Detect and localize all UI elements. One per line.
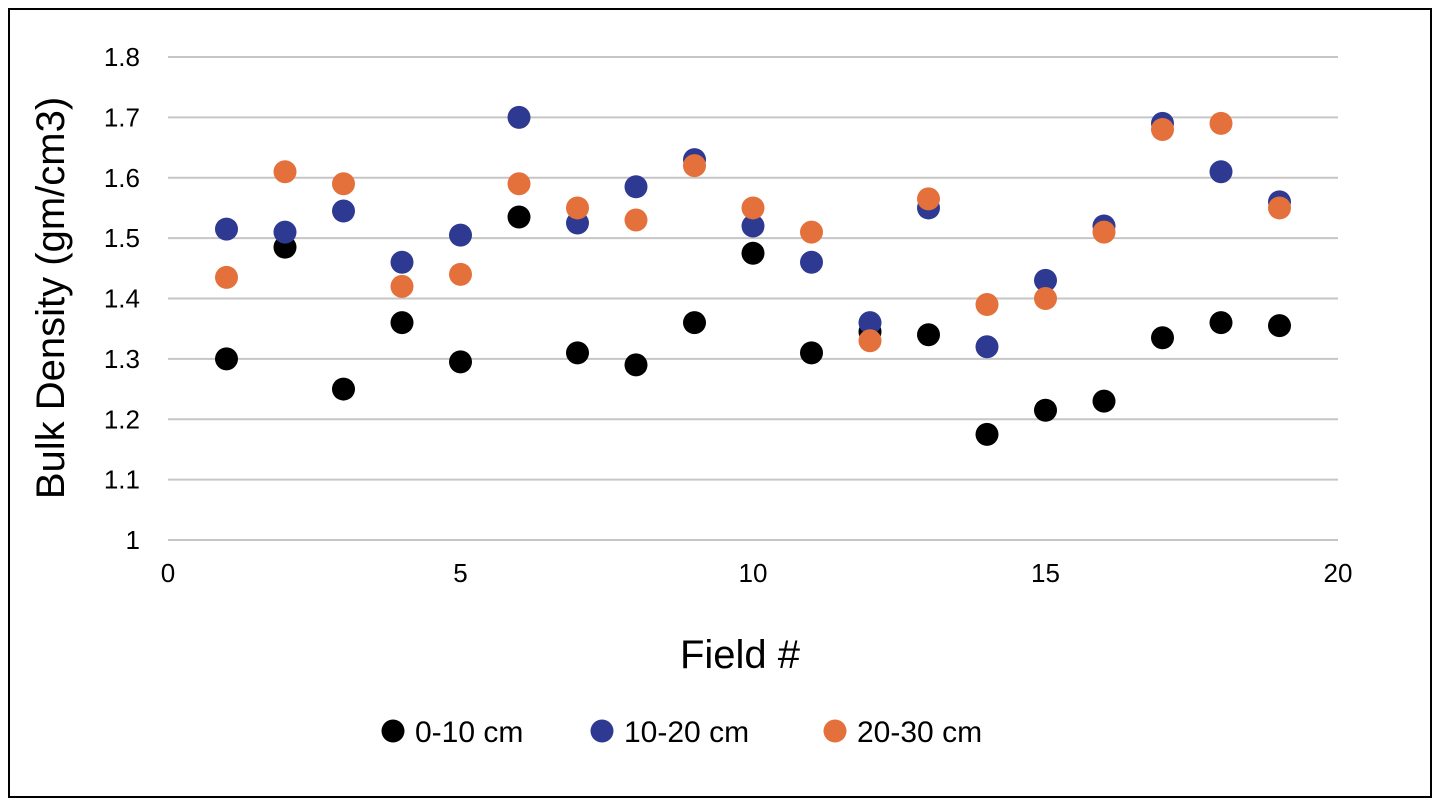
data-point-20-30cm — [1268, 196, 1291, 220]
y-axis-label: Bulk Density (gm/cm3) — [29, 97, 73, 499]
legend-label: 10-20 cm — [624, 716, 749, 749]
data-point-10-20cm — [1209, 160, 1233, 184]
data-point-0-10cm — [1034, 398, 1057, 422]
x-tick-label: 10 — [739, 558, 768, 588]
data-point-10-20cm — [741, 214, 765, 238]
data-point-20-30cm — [449, 262, 472, 286]
data-point-20-30cm — [390, 274, 414, 298]
data-point-10-20cm — [800, 250, 823, 274]
data-point-20-30cm — [566, 196, 589, 220]
data-point-0-10cm — [975, 422, 999, 446]
data-point-20-30cm — [858, 329, 882, 353]
legend-marker — [823, 719, 847, 743]
data-point-0-10cm — [1151, 326, 1174, 350]
data-point-20-30cm — [332, 172, 355, 196]
data-point-20-30cm — [741, 196, 765, 220]
legend-label: 20-30 cm — [857, 716, 982, 749]
data-point-0-10cm — [507, 205, 531, 229]
legend-item: 10-20 cm — [590, 716, 749, 749]
y-tick-label: 1.5 — [104, 223, 140, 253]
data-point-20-30cm — [624, 208, 648, 232]
data-point-20-30cm — [917, 187, 940, 211]
chart-frame — [8, 8, 1432, 798]
legend: 0-10 cm 10-20 cm 20-30 cm — [381, 716, 982, 749]
legend-item: 0-10 cm — [381, 716, 523, 749]
data-point-20-30cm — [1092, 220, 1116, 244]
y-tick-label: 1.3 — [104, 344, 140, 374]
legend-marker — [590, 719, 614, 743]
data-point-0-10cm — [1268, 314, 1291, 338]
data-point-0-10cm — [917, 323, 940, 347]
x-tick-label: 15 — [1031, 558, 1060, 588]
data-point-20-30cm — [507, 172, 531, 196]
data-point-20-30cm — [683, 154, 706, 178]
data-point-10-20cm — [507, 105, 531, 129]
data-point-10-20cm — [624, 175, 648, 199]
data-point-10-20cm — [273, 220, 297, 244]
y-tick-label: 1.4 — [104, 284, 140, 314]
x-tick-label: 0 — [161, 558, 175, 588]
data-point-0-10cm — [624, 353, 648, 377]
data-point-0-10cm — [1209, 311, 1233, 335]
data-point-10-20cm — [975, 335, 999, 359]
data-point-0-10cm — [683, 311, 706, 335]
y-tick-label: 1 — [126, 525, 140, 555]
y-tick-label: 1.1 — [104, 465, 140, 495]
data-point-20-30cm — [1209, 111, 1233, 135]
data-point-0-10cm — [332, 377, 355, 401]
y-tick-label: 1.8 — [104, 42, 140, 72]
data-point-10-20cm — [390, 250, 414, 274]
data-point-20-30cm — [215, 265, 238, 289]
y-tick-label: 1.6 — [104, 163, 140, 193]
data-point-10-20cm — [449, 223, 472, 247]
legend-label: 0-10 cm — [415, 716, 523, 749]
data-point-0-10cm — [741, 241, 765, 265]
data-point-10-20cm — [215, 217, 238, 241]
legend-item: 20-30 cm — [823, 716, 982, 749]
legend-marker — [381, 719, 405, 743]
y-tick-label: 1.2 — [104, 404, 140, 434]
x-tick-label: 5 — [453, 558, 467, 588]
data-point-0-10cm — [800, 341, 823, 365]
data-point-20-30cm — [975, 293, 999, 317]
data-point-0-10cm — [1092, 389, 1116, 413]
data-point-0-10cm — [390, 311, 414, 335]
data-point-20-30cm — [1151, 117, 1174, 141]
data-point-20-30cm — [800, 220, 823, 244]
data-point-0-10cm — [215, 347, 238, 371]
x-axis-label: Field # — [680, 633, 801, 677]
data-point-0-10cm — [449, 350, 472, 374]
y-tick-label: 1.7 — [104, 102, 140, 132]
data-point-20-30cm — [1034, 287, 1057, 310]
data-point-10-20cm — [332, 199, 355, 223]
data-point-10-20cm — [1034, 268, 1057, 292]
data-point-20-30cm — [273, 160, 297, 184]
x-tick-label: 20 — [1324, 558, 1353, 588]
data-point-10-20cm — [858, 311, 882, 335]
data-point-0-10cm — [566, 341, 589, 365]
